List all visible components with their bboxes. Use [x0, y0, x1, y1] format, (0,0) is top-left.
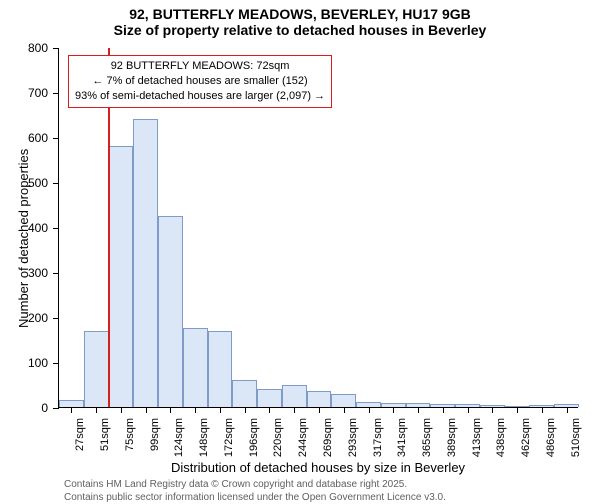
x-tick	[542, 407, 543, 413]
x-tick	[121, 407, 122, 413]
histogram-bar	[109, 146, 134, 407]
y-tick	[53, 408, 59, 409]
chart-container: 92, BUTTERFLY MEADOWS, BEVERLEY, HU17 9G…	[0, 0, 600, 500]
x-tick-label: 510sqm	[570, 418, 582, 457]
x-tick	[492, 407, 493, 413]
chart-title-line2: Size of property relative to detached ho…	[0, 22, 600, 38]
x-tick-label: 462sqm	[520, 418, 532, 457]
x-tick-label: 438sqm	[495, 418, 507, 457]
histogram-bar	[307, 391, 332, 407]
annotation-line: 92 BUTTERFLY MEADOWS: 72sqm	[75, 59, 325, 74]
y-tick-label: 800	[24, 41, 48, 55]
x-axis-title: Distribution of detached houses by size …	[58, 460, 578, 475]
x-tick	[170, 407, 171, 413]
histogram-bar	[59, 400, 84, 407]
x-tick	[294, 407, 295, 413]
x-tick	[71, 407, 72, 413]
y-tick-label: 0	[24, 401, 48, 415]
y-tick-label: 600	[24, 131, 48, 145]
x-tick-label: 244sqm	[297, 418, 309, 457]
x-tick-label: 75sqm	[124, 418, 136, 451]
x-tick-label: 317sqm	[372, 418, 384, 457]
x-tick-label: 293sqm	[347, 418, 359, 457]
x-tick-label: 365sqm	[421, 418, 433, 457]
y-tick	[53, 48, 59, 49]
x-tick	[96, 407, 97, 413]
histogram-bar	[257, 389, 282, 407]
footer-attribution: Contains HM Land Registry data © Crown c…	[64, 478, 446, 504]
histogram-bar	[158, 216, 183, 407]
x-tick-label: 389sqm	[446, 418, 458, 457]
x-tick	[146, 407, 147, 413]
annotation-line: ← 7% of detached houses are smaller (152…	[75, 74, 325, 89]
x-tick	[517, 407, 518, 413]
x-tick	[245, 407, 246, 413]
y-tick	[53, 318, 59, 319]
x-tick	[468, 407, 469, 413]
annotation-box: 92 BUTTERFLY MEADOWS: 72sqm← 7% of detac…	[68, 55, 332, 108]
x-tick	[393, 407, 394, 413]
x-tick	[567, 407, 568, 413]
x-tick-label: 51sqm	[99, 418, 111, 451]
y-tick-label: 500	[24, 176, 48, 190]
y-tick-label: 400	[24, 221, 48, 235]
y-tick	[53, 183, 59, 184]
x-tick-label: 27sqm	[74, 418, 86, 451]
histogram-bar	[331, 394, 356, 408]
chart-title-block: 92, BUTTERFLY MEADOWS, BEVERLEY, HU17 9G…	[0, 6, 600, 38]
x-tick-label: 99sqm	[149, 418, 161, 451]
y-tick-label: 200	[24, 311, 48, 325]
x-tick	[418, 407, 419, 413]
x-tick	[319, 407, 320, 413]
footer-line1: Contains HM Land Registry data © Crown c…	[64, 478, 446, 491]
x-tick	[344, 407, 345, 413]
x-tick	[195, 407, 196, 413]
x-tick-label: 269sqm	[322, 418, 334, 457]
y-tick	[53, 93, 59, 94]
y-tick	[53, 363, 59, 364]
histogram-bar	[232, 380, 257, 407]
annotation-line: 93% of semi-detached houses are larger (…	[75, 89, 325, 104]
x-tick	[269, 407, 270, 413]
y-tick-label: 700	[24, 86, 48, 100]
histogram-bar	[84, 331, 109, 408]
x-tick-label: 220sqm	[272, 418, 284, 457]
histogram-bar	[183, 328, 208, 407]
x-tick-label: 148sqm	[198, 418, 210, 457]
x-tick	[220, 407, 221, 413]
y-tick	[53, 273, 59, 274]
x-tick-label: 172sqm	[223, 418, 235, 457]
y-tick	[53, 138, 59, 139]
x-tick-label: 486sqm	[545, 418, 557, 457]
x-tick-label: 341sqm	[396, 418, 408, 457]
chart-title-line1: 92, BUTTERFLY MEADOWS, BEVERLEY, HU17 9G…	[0, 6, 600, 22]
x-tick-label: 124sqm	[173, 418, 185, 457]
histogram-bar	[208, 331, 233, 408]
y-tick-label: 300	[24, 266, 48, 280]
footer-line2: Contains public sector information licen…	[64, 491, 446, 504]
x-tick-label: 413sqm	[471, 418, 483, 457]
y-tick-label: 100	[24, 356, 48, 370]
x-tick	[369, 407, 370, 413]
x-tick	[443, 407, 444, 413]
histogram-bar	[282, 385, 307, 408]
x-tick-label: 196sqm	[248, 418, 260, 457]
y-tick	[53, 228, 59, 229]
histogram-bar	[133, 119, 158, 407]
